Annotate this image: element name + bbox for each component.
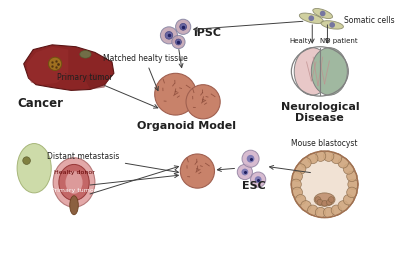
- Text: Cancer: Cancer: [17, 97, 63, 110]
- Text: Primary tumor: Primary tumor: [57, 73, 158, 108]
- Circle shape: [247, 155, 254, 163]
- Text: Mouse blastocyst: Mouse blastocyst: [291, 139, 358, 148]
- Circle shape: [308, 153, 318, 164]
- Circle shape: [237, 164, 252, 180]
- Circle shape: [255, 176, 262, 183]
- Circle shape: [180, 154, 214, 188]
- Text: Organoid Model: Organoid Model: [138, 121, 236, 131]
- Circle shape: [291, 179, 301, 190]
- Ellipse shape: [80, 50, 91, 58]
- Ellipse shape: [311, 48, 347, 95]
- Circle shape: [296, 194, 306, 205]
- Circle shape: [315, 151, 326, 161]
- Circle shape: [322, 201, 328, 206]
- Circle shape: [343, 194, 354, 205]
- Circle shape: [301, 201, 311, 211]
- Circle shape: [331, 205, 342, 215]
- Circle shape: [180, 23, 186, 30]
- Ellipse shape: [17, 144, 51, 193]
- Text: ND patient: ND patient: [320, 38, 358, 44]
- Ellipse shape: [66, 171, 82, 194]
- Circle shape: [315, 197, 321, 202]
- Circle shape: [23, 157, 30, 164]
- Circle shape: [176, 19, 191, 34]
- Circle shape: [250, 172, 266, 187]
- Circle shape: [160, 27, 178, 44]
- Circle shape: [308, 205, 318, 215]
- Circle shape: [292, 187, 302, 198]
- Polygon shape: [24, 45, 114, 90]
- Circle shape: [292, 171, 302, 181]
- Circle shape: [242, 150, 259, 167]
- Circle shape: [329, 22, 335, 28]
- Circle shape: [347, 187, 357, 198]
- Circle shape: [242, 168, 248, 176]
- Circle shape: [320, 11, 326, 16]
- Circle shape: [301, 158, 311, 168]
- Circle shape: [172, 35, 185, 49]
- Polygon shape: [84, 73, 109, 89]
- Ellipse shape: [299, 13, 323, 23]
- Circle shape: [338, 201, 348, 211]
- Circle shape: [165, 32, 173, 39]
- Text: Healty donor: Healty donor: [54, 170, 94, 174]
- Circle shape: [326, 199, 332, 205]
- Ellipse shape: [294, 48, 330, 95]
- Circle shape: [328, 197, 334, 202]
- Text: Healty: Healty: [290, 38, 312, 44]
- Polygon shape: [26, 47, 68, 85]
- Circle shape: [186, 85, 220, 119]
- Text: iPSC: iPSC: [194, 28, 222, 38]
- Text: Somatic cells: Somatic cells: [344, 16, 394, 25]
- Text: Neurological
Disease: Neurological Disease: [280, 102, 359, 123]
- Circle shape: [308, 15, 314, 21]
- Circle shape: [291, 151, 358, 218]
- Circle shape: [324, 151, 334, 161]
- Ellipse shape: [314, 193, 335, 206]
- Text: Distant metastasis: Distant metastasis: [48, 152, 178, 174]
- Ellipse shape: [313, 8, 332, 19]
- Circle shape: [176, 39, 182, 45]
- Circle shape: [338, 158, 348, 168]
- Ellipse shape: [53, 158, 95, 207]
- Text: ESC: ESC: [242, 181, 265, 191]
- Text: Primary tumor: Primary tumor: [51, 188, 97, 194]
- Circle shape: [347, 171, 357, 181]
- Ellipse shape: [321, 21, 344, 29]
- Ellipse shape: [59, 164, 89, 201]
- Text: Matched healty tissue: Matched healty tissue: [102, 54, 187, 91]
- Circle shape: [155, 73, 196, 115]
- Circle shape: [48, 57, 62, 70]
- Circle shape: [315, 207, 326, 218]
- Circle shape: [296, 164, 306, 174]
- Circle shape: [331, 153, 342, 164]
- Circle shape: [324, 207, 334, 218]
- Circle shape: [348, 179, 358, 190]
- Circle shape: [343, 164, 354, 174]
- Ellipse shape: [70, 196, 78, 215]
- Circle shape: [317, 199, 323, 205]
